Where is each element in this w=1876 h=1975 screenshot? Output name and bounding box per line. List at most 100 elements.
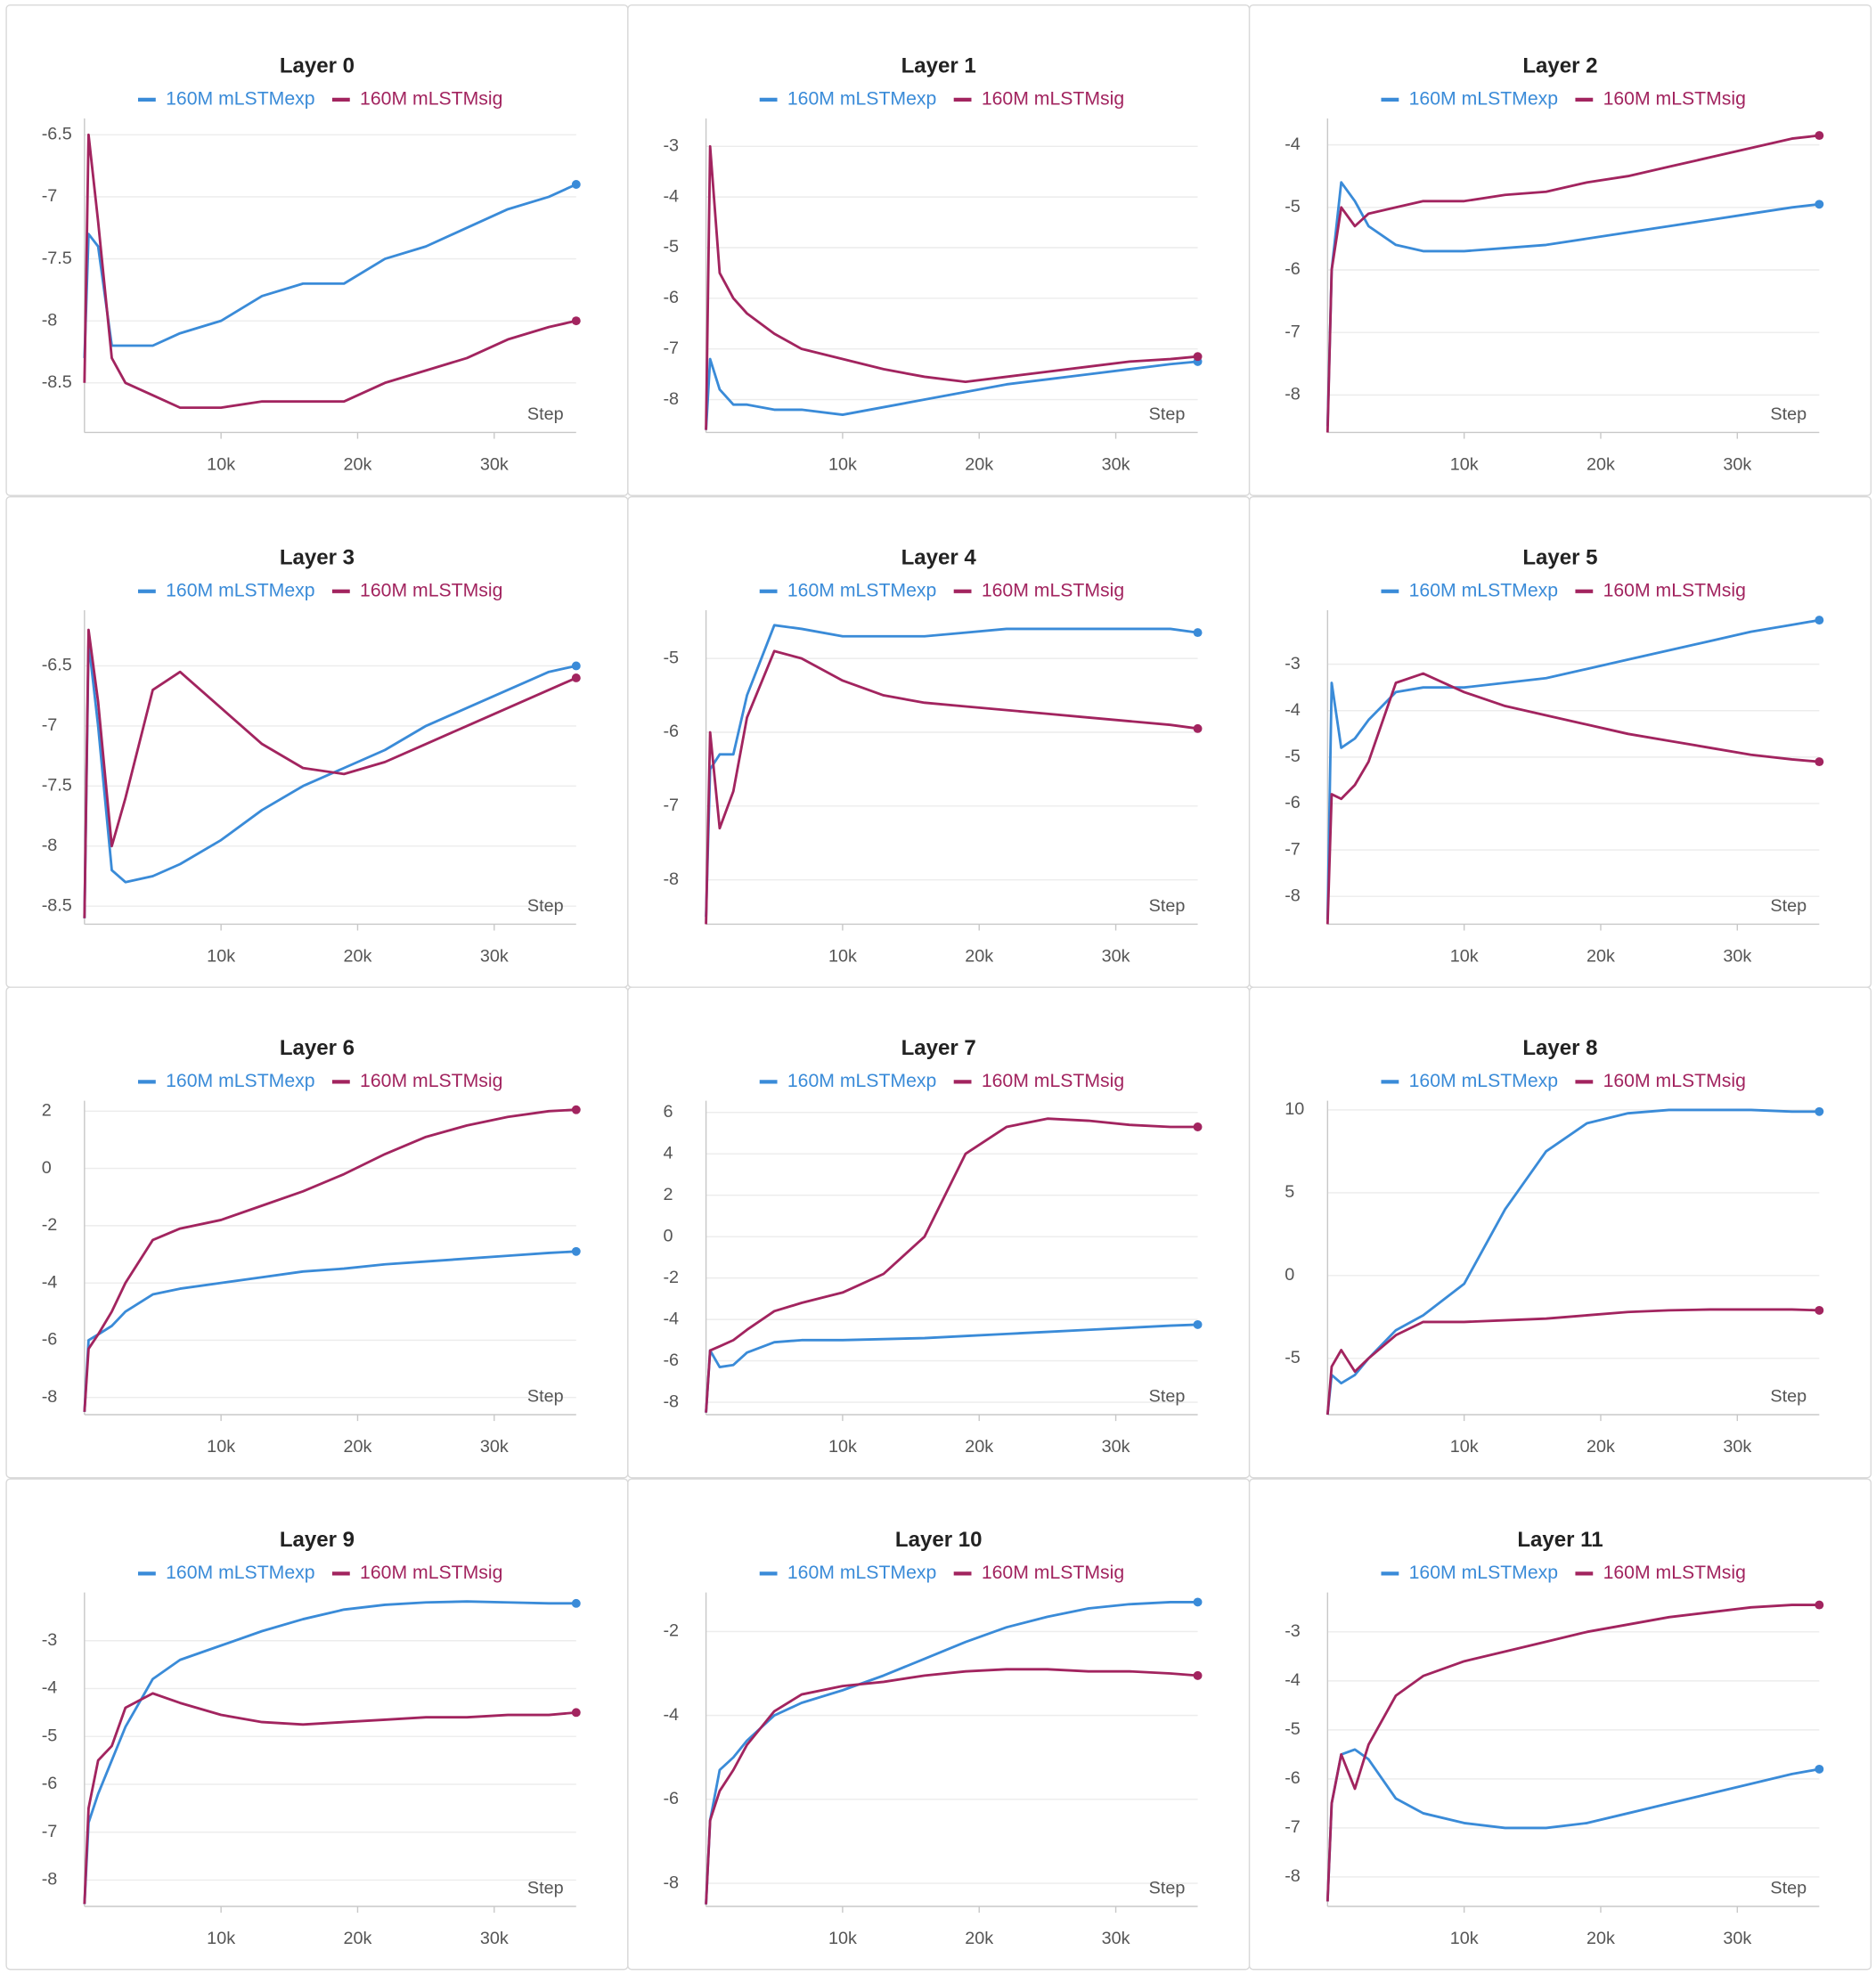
end-point bbox=[1815, 1600, 1824, 1610]
x-tick-label: 20k bbox=[344, 1437, 372, 1457]
x-axis-label: Step bbox=[1770, 896, 1807, 916]
end-point bbox=[1815, 616, 1824, 625]
x-tick-label: 30k bbox=[480, 1437, 509, 1457]
legend-label: 160M mLSTMexp bbox=[787, 1071, 936, 1091]
x-tick-label: 20k bbox=[965, 455, 993, 475]
series-line bbox=[83, 1250, 576, 1412]
legend-label: 160M mLSTMsig bbox=[982, 1071, 1124, 1091]
x-axis-label: Step bbox=[1149, 1386, 1186, 1406]
x-tick-label: 20k bbox=[344, 1929, 372, 1948]
y-tick-label: -4 bbox=[42, 1272, 58, 1292]
y-tick-label: -3 bbox=[42, 1630, 58, 1650]
legend-label: 160M mLSTMexp bbox=[166, 88, 314, 109]
legend-label: 160M mLSTMexp bbox=[787, 580, 936, 600]
x-tick-label: 20k bbox=[965, 946, 993, 966]
y-tick-label: -6.5 bbox=[42, 125, 72, 144]
legend-label: 160M mLSTMsig bbox=[982, 580, 1124, 600]
end-point bbox=[1193, 1122, 1203, 1131]
series-line bbox=[1325, 618, 1820, 920]
series-line bbox=[705, 1323, 1198, 1413]
end-point bbox=[1815, 131, 1824, 141]
y-tick-label: -7 bbox=[42, 186, 58, 206]
end-point bbox=[1193, 723, 1203, 733]
end-point bbox=[571, 1246, 581, 1256]
series-line bbox=[705, 1117, 1198, 1413]
y-tick-label: -6 bbox=[663, 722, 679, 741]
legend-label: 160M mLSTMsig bbox=[1603, 580, 1746, 600]
x-tick-label: 10k bbox=[207, 1437, 235, 1457]
chart-title: Layer 8 bbox=[1522, 1036, 1597, 1060]
y-tick-label: 4 bbox=[663, 1143, 673, 1163]
y-tick-label: -6 bbox=[42, 1774, 58, 1793]
x-tick-label: 20k bbox=[1586, 946, 1615, 966]
y-tick-label: -3 bbox=[1285, 1621, 1301, 1641]
y-tick-label: -8 bbox=[663, 869, 679, 889]
y-tick-label: 0 bbox=[42, 1158, 52, 1178]
x-tick-label: 30k bbox=[480, 455, 509, 475]
y-tick-label: -2 bbox=[663, 1268, 679, 1287]
legend-label: 160M mLSTMexp bbox=[1409, 88, 1558, 109]
legend-label: 160M mLSTMexp bbox=[1409, 1563, 1558, 1583]
series-line bbox=[83, 641, 577, 918]
series-line bbox=[83, 133, 577, 410]
x-tick-label: 30k bbox=[1723, 1437, 1751, 1457]
y-tick-label: -5 bbox=[1285, 197, 1301, 216]
legend-label: 160M mLSTMexp bbox=[166, 580, 314, 600]
series-line bbox=[1325, 1308, 1820, 1416]
panel: Layer 0 160M mLSTMexp 160M mLSTMsig -6.5 -7 -… bbox=[5, 4, 629, 496]
end-point bbox=[571, 1105, 581, 1114]
series-line bbox=[1325, 134, 1820, 433]
panel-border bbox=[1248, 1478, 1872, 1971]
legend-label: 160M mLSTMsig bbox=[982, 88, 1124, 109]
panel: Layer 3 160M mLSTMexp 160M mLSTMsig -6.5 -7 -… bbox=[5, 495, 629, 988]
panel: Layer 1 160M mLSTMexp 160M mLSTMsig -3 -4 -5 -… bbox=[627, 4, 1251, 496]
y-tick-label: -7 bbox=[1285, 839, 1301, 859]
end-point bbox=[571, 180, 581, 189]
x-tick-label: 30k bbox=[1102, 946, 1130, 966]
series-line bbox=[1325, 181, 1820, 427]
panel: Layer 6 160M mLSTMexp 160M mLSTMsig 2 0 -2 -4 -… bbox=[5, 986, 629, 1479]
x-axis-label: Step bbox=[1770, 1386, 1807, 1406]
x-axis-label: Step bbox=[1149, 404, 1186, 424]
y-tick-label: 0 bbox=[663, 1226, 673, 1245]
series-line bbox=[705, 624, 1198, 918]
legend-label: 160M mLSTMsig bbox=[982, 1563, 1124, 1583]
y-tick-label: 0 bbox=[1285, 1265, 1294, 1285]
chart-title: Layer 1 bbox=[901, 53, 976, 78]
y-tick-label: -7 bbox=[1285, 322, 1301, 341]
x-tick-label: 10k bbox=[828, 1929, 857, 1948]
y-tick-label: -6 bbox=[663, 288, 679, 307]
y-tick-label: -4 bbox=[663, 186, 679, 206]
y-tick-label: -8.5 bbox=[42, 895, 72, 915]
chart-title: Layer 2 bbox=[1522, 53, 1597, 78]
chart-title: Layer 4 bbox=[901, 545, 977, 569]
y-tick-label: -7 bbox=[663, 796, 679, 815]
x-tick-label: 10k bbox=[1450, 1929, 1479, 1948]
series-line bbox=[1325, 1748, 1820, 1902]
x-tick-label: 10k bbox=[828, 455, 857, 475]
x-tick-label: 10k bbox=[1450, 946, 1479, 966]
y-tick-label: -5 bbox=[1285, 1348, 1301, 1367]
end-point bbox=[571, 673, 581, 682]
series-line bbox=[83, 1108, 576, 1412]
end-point bbox=[1815, 1106, 1824, 1116]
series-line bbox=[83, 1600, 576, 1905]
x-axis-label: Step bbox=[527, 1878, 564, 1897]
x-tick-label: 30k bbox=[1102, 1929, 1130, 1948]
y-tick-label: -5 bbox=[42, 1726, 58, 1745]
x-tick-label: 30k bbox=[1102, 455, 1130, 475]
series-line bbox=[705, 144, 1198, 430]
y-tick-label: -3 bbox=[1285, 654, 1301, 673]
legend-label: 160M mLSTMexp bbox=[166, 1563, 314, 1583]
x-tick-label: 20k bbox=[344, 455, 372, 475]
y-tick-label: 6 bbox=[663, 1102, 673, 1122]
legend-label: 160M mLSTMexp bbox=[787, 1563, 936, 1583]
legend-label: 160M mLSTMexp bbox=[166, 1071, 314, 1091]
y-tick-label: -5 bbox=[1285, 747, 1301, 766]
series-line bbox=[83, 628, 577, 918]
chart-title: Layer 0 bbox=[280, 53, 355, 78]
x-tick-label: 20k bbox=[344, 946, 372, 966]
legend-label: 160M mLSTMsig bbox=[360, 580, 502, 600]
y-tick-label: -4 bbox=[663, 1309, 679, 1328]
